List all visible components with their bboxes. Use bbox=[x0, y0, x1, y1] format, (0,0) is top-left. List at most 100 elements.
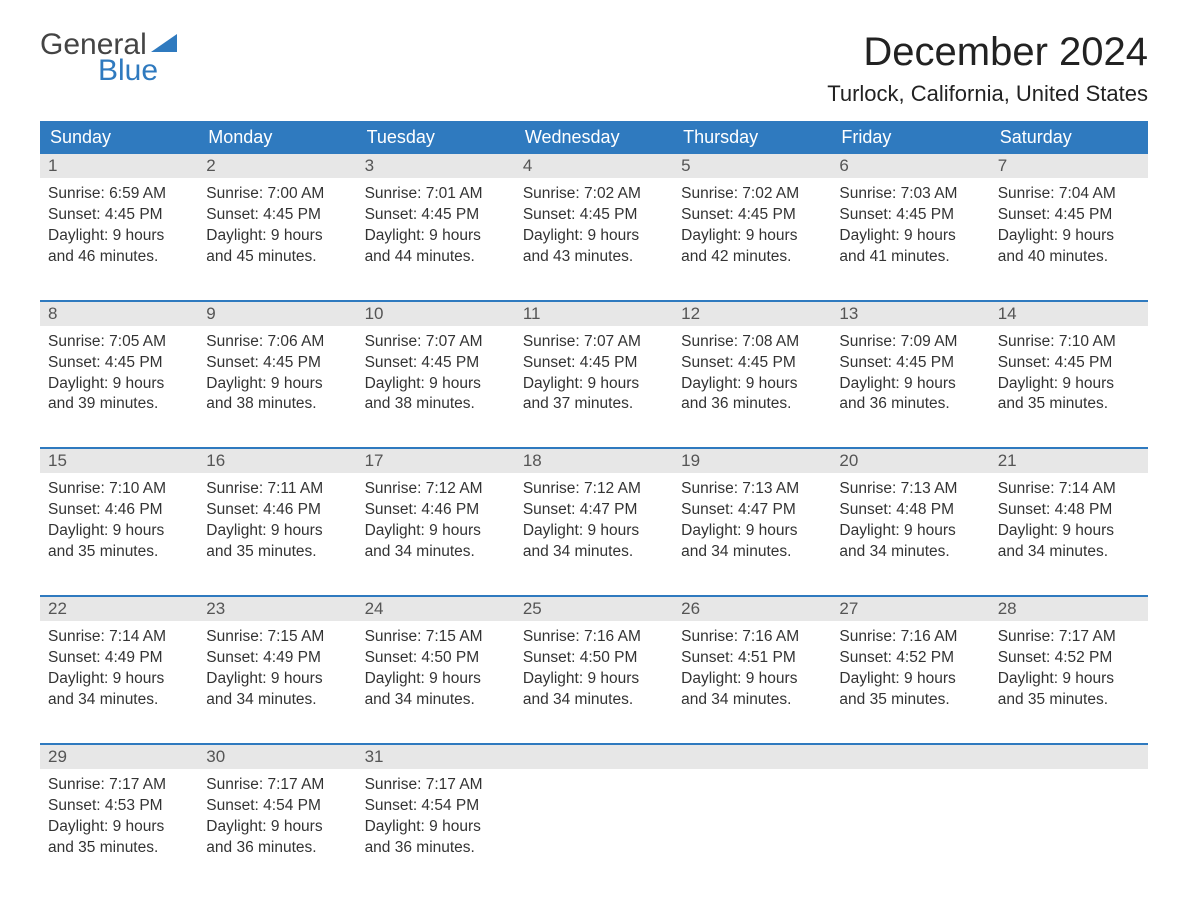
daylight-line2: and 38 minutes. bbox=[206, 394, 348, 415]
day-number: 9 bbox=[198, 302, 356, 326]
calendar: Sunday Monday Tuesday Wednesday Thursday… bbox=[40, 121, 1148, 866]
day-number bbox=[990, 745, 1148, 769]
sunset-text: Sunset: 4:45 PM bbox=[839, 205, 981, 226]
day-number: 27 bbox=[831, 597, 989, 621]
location-text: Turlock, California, United States bbox=[827, 81, 1148, 107]
daylight-line1: Daylight: 9 hours bbox=[523, 521, 665, 542]
day-number: 25 bbox=[515, 597, 673, 621]
day-number: 26 bbox=[673, 597, 831, 621]
daylight-line2: and 35 minutes. bbox=[48, 838, 190, 859]
daylight-line1: Daylight: 9 hours bbox=[523, 226, 665, 247]
sunrise-text: Sunrise: 7:14 AM bbox=[998, 479, 1140, 500]
sunset-text: Sunset: 4:48 PM bbox=[998, 500, 1140, 521]
calendar-day: 12Sunrise: 7:08 AMSunset: 4:45 PMDayligh… bbox=[673, 302, 831, 424]
calendar-week: 8Sunrise: 7:05 AMSunset: 4:45 PMDaylight… bbox=[40, 300, 1148, 424]
day-details: Sunrise: 6:59 AMSunset: 4:45 PMDaylight:… bbox=[40, 178, 198, 268]
daylight-line1: Daylight: 9 hours bbox=[681, 669, 823, 690]
calendar-day bbox=[515, 745, 673, 867]
calendar-day: 17Sunrise: 7:12 AMSunset: 4:46 PMDayligh… bbox=[357, 449, 515, 571]
sunset-text: Sunset: 4:50 PM bbox=[365, 648, 507, 669]
sunset-text: Sunset: 4:45 PM bbox=[48, 353, 190, 374]
sunset-text: Sunset: 4:45 PM bbox=[523, 353, 665, 374]
sunset-text: Sunset: 4:53 PM bbox=[48, 796, 190, 817]
col-wednesday: Wednesday bbox=[515, 121, 673, 154]
calendar-day: 1Sunrise: 6:59 AMSunset: 4:45 PMDaylight… bbox=[40, 154, 198, 276]
daylight-line1: Daylight: 9 hours bbox=[998, 226, 1140, 247]
sunrise-text: Sunrise: 7:10 AM bbox=[48, 479, 190, 500]
sunset-text: Sunset: 4:46 PM bbox=[365, 500, 507, 521]
day-number: 7 bbox=[990, 154, 1148, 178]
calendar-day: 20Sunrise: 7:13 AMSunset: 4:48 PMDayligh… bbox=[831, 449, 989, 571]
daylight-line1: Daylight: 9 hours bbox=[839, 226, 981, 247]
calendar-day: 5Sunrise: 7:02 AMSunset: 4:45 PMDaylight… bbox=[673, 154, 831, 276]
daylight-line1: Daylight: 9 hours bbox=[48, 521, 190, 542]
day-details: Sunrise: 7:14 AMSunset: 4:49 PMDaylight:… bbox=[40, 621, 198, 711]
sunset-text: Sunset: 4:46 PM bbox=[48, 500, 190, 521]
sunset-text: Sunset: 4:46 PM bbox=[206, 500, 348, 521]
daylight-line1: Daylight: 9 hours bbox=[998, 669, 1140, 690]
day-number bbox=[831, 745, 989, 769]
day-number: 28 bbox=[990, 597, 1148, 621]
sunset-text: Sunset: 4:45 PM bbox=[206, 353, 348, 374]
sunrise-text: Sunrise: 7:12 AM bbox=[523, 479, 665, 500]
calendar-day bbox=[990, 745, 1148, 867]
day-number: 14 bbox=[990, 302, 1148, 326]
sunrise-text: Sunrise: 7:17 AM bbox=[206, 775, 348, 796]
daylight-line2: and 46 minutes. bbox=[48, 247, 190, 268]
calendar-day: 28Sunrise: 7:17 AMSunset: 4:52 PMDayligh… bbox=[990, 597, 1148, 719]
day-details: Sunrise: 7:01 AMSunset: 4:45 PMDaylight:… bbox=[357, 178, 515, 268]
daylight-line2: and 34 minutes. bbox=[523, 542, 665, 563]
col-thursday: Thursday bbox=[673, 121, 831, 154]
day-details: Sunrise: 7:14 AMSunset: 4:48 PMDaylight:… bbox=[990, 473, 1148, 563]
daylight-line1: Daylight: 9 hours bbox=[48, 226, 190, 247]
daylight-line1: Daylight: 9 hours bbox=[365, 817, 507, 838]
calendar-day: 29Sunrise: 7:17 AMSunset: 4:53 PMDayligh… bbox=[40, 745, 198, 867]
daylight-line1: Daylight: 9 hours bbox=[365, 374, 507, 395]
day-number: 24 bbox=[357, 597, 515, 621]
daylight-line2: and 36 minutes. bbox=[681, 394, 823, 415]
sunrise-text: Sunrise: 7:12 AM bbox=[365, 479, 507, 500]
sunrise-text: Sunrise: 7:00 AM bbox=[206, 184, 348, 205]
daylight-line1: Daylight: 9 hours bbox=[48, 669, 190, 690]
daylight-line2: and 42 minutes. bbox=[681, 247, 823, 268]
daylight-line2: and 35 minutes. bbox=[998, 394, 1140, 415]
daylight-line1: Daylight: 9 hours bbox=[839, 374, 981, 395]
daylight-line2: and 34 minutes. bbox=[998, 542, 1140, 563]
calendar-day: 16Sunrise: 7:11 AMSunset: 4:46 PMDayligh… bbox=[198, 449, 356, 571]
daylight-line2: and 34 minutes. bbox=[681, 690, 823, 711]
sunrise-text: Sunrise: 7:03 AM bbox=[839, 184, 981, 205]
col-tuesday: Tuesday bbox=[357, 121, 515, 154]
daylight-line2: and 44 minutes. bbox=[365, 247, 507, 268]
daylight-line2: and 34 minutes. bbox=[365, 542, 507, 563]
sunset-text: Sunset: 4:48 PM bbox=[839, 500, 981, 521]
calendar-day: 10Sunrise: 7:07 AMSunset: 4:45 PMDayligh… bbox=[357, 302, 515, 424]
day-number: 29 bbox=[40, 745, 198, 769]
daylight-line1: Daylight: 9 hours bbox=[681, 521, 823, 542]
col-friday: Friday bbox=[831, 121, 989, 154]
calendar-day: 25Sunrise: 7:16 AMSunset: 4:50 PMDayligh… bbox=[515, 597, 673, 719]
day-number: 17 bbox=[357, 449, 515, 473]
day-details: Sunrise: 7:12 AMSunset: 4:47 PMDaylight:… bbox=[515, 473, 673, 563]
day-details: Sunrise: 7:09 AMSunset: 4:45 PMDaylight:… bbox=[831, 326, 989, 416]
sunrise-text: Sunrise: 7:17 AM bbox=[48, 775, 190, 796]
calendar-day: 13Sunrise: 7:09 AMSunset: 4:45 PMDayligh… bbox=[831, 302, 989, 424]
calendar-week: 1Sunrise: 6:59 AMSunset: 4:45 PMDaylight… bbox=[40, 154, 1148, 276]
sunset-text: Sunset: 4:47 PM bbox=[681, 500, 823, 521]
day-number: 30 bbox=[198, 745, 356, 769]
calendar-day: 23Sunrise: 7:15 AMSunset: 4:49 PMDayligh… bbox=[198, 597, 356, 719]
daylight-line2: and 40 minutes. bbox=[998, 247, 1140, 268]
sunrise-text: Sunrise: 7:11 AM bbox=[206, 479, 348, 500]
day-number: 22 bbox=[40, 597, 198, 621]
day-number: 23 bbox=[198, 597, 356, 621]
calendar-week: 15Sunrise: 7:10 AMSunset: 4:46 PMDayligh… bbox=[40, 447, 1148, 571]
daylight-line2: and 35 minutes. bbox=[48, 542, 190, 563]
day-details: Sunrise: 7:15 AMSunset: 4:49 PMDaylight:… bbox=[198, 621, 356, 711]
sunrise-text: Sunrise: 6:59 AM bbox=[48, 184, 190, 205]
daylight-line2: and 39 minutes. bbox=[48, 394, 190, 415]
daylight-line2: and 38 minutes. bbox=[365, 394, 507, 415]
sunrise-text: Sunrise: 7:07 AM bbox=[523, 332, 665, 353]
sunset-text: Sunset: 4:51 PM bbox=[681, 648, 823, 669]
sunset-text: Sunset: 4:54 PM bbox=[365, 796, 507, 817]
daylight-line1: Daylight: 9 hours bbox=[206, 521, 348, 542]
calendar-day: 22Sunrise: 7:14 AMSunset: 4:49 PMDayligh… bbox=[40, 597, 198, 719]
